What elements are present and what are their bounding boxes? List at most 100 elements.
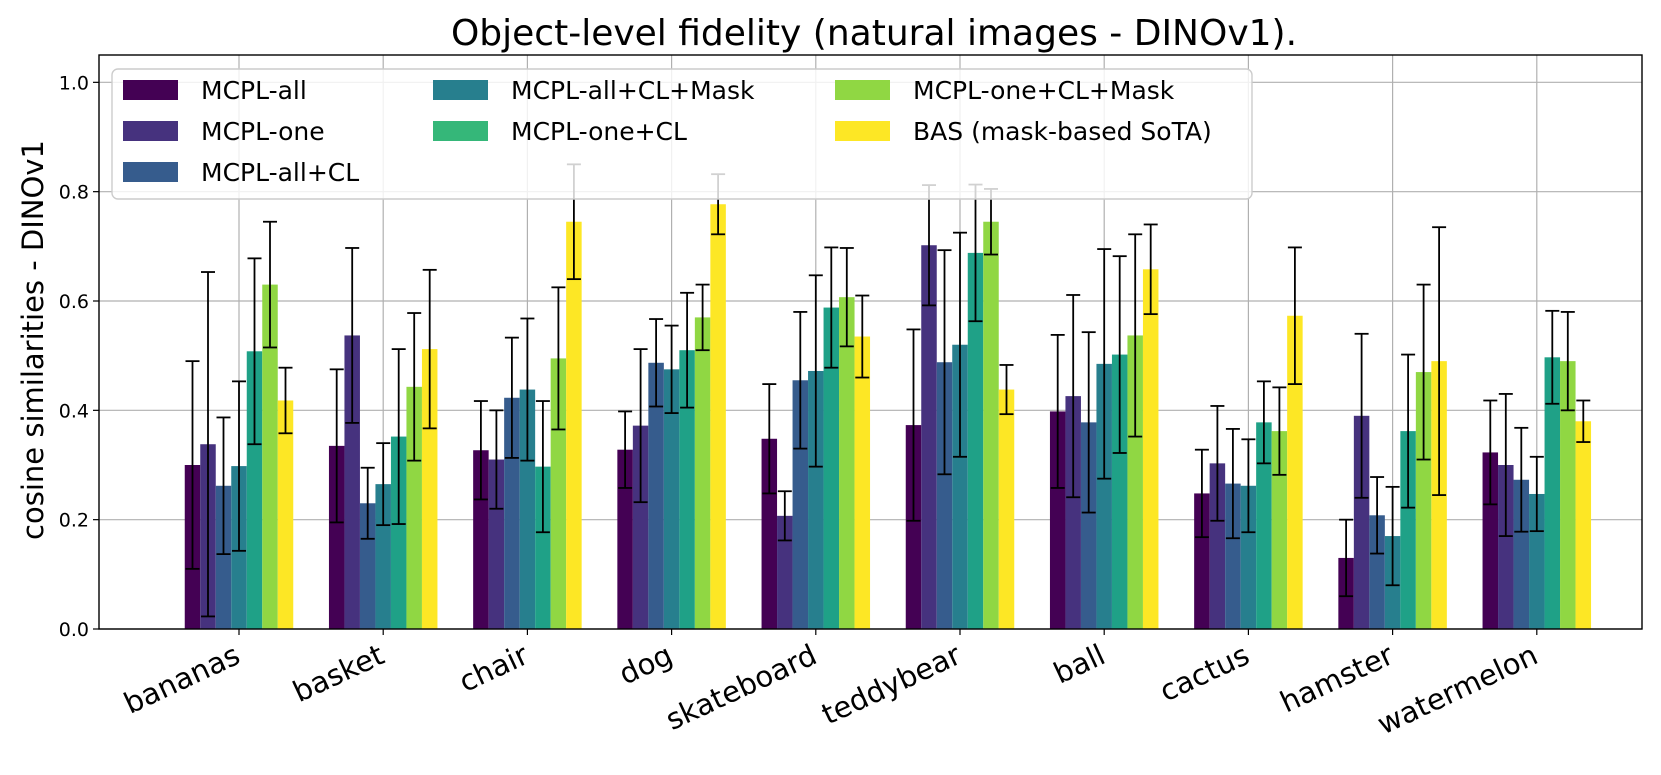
bar — [1127, 335, 1143, 629]
legend-label: MCPL-one — [201, 117, 325, 146]
legend-box — [111, 68, 1253, 200]
legend-label: MCPL-all+CL — [201, 158, 359, 187]
bar — [1400, 431, 1416, 629]
bar — [1369, 515, 1385, 629]
bar — [839, 297, 855, 629]
bar — [679, 350, 695, 629]
bar — [488, 459, 505, 629]
bar — [1575, 421, 1592, 629]
bar — [1498, 465, 1514, 629]
y-tick-label: 0.8 — [59, 182, 89, 204]
bar — [952, 344, 968, 629]
legend-swatch — [123, 121, 178, 141]
legend-label: MCPL-all — [201, 76, 307, 105]
bar — [390, 436, 407, 629]
bar — [359, 503, 376, 629]
bar — [406, 386, 422, 629]
y-tick-label: 0.6 — [59, 291, 89, 313]
bar — [1415, 372, 1432, 629]
bar — [550, 358, 567, 629]
bar — [421, 349, 438, 629]
bars-layer — [184, 204, 1592, 630]
legend-label: MCPL-one+CL — [511, 117, 687, 146]
bar — [663, 369, 680, 629]
bar — [1080, 422, 1097, 629]
y-tick-label: 0.0 — [59, 619, 89, 641]
bar — [375, 484, 391, 629]
legend-swatch — [123, 162, 178, 182]
bar — [535, 466, 551, 629]
bar — [1353, 415, 1370, 629]
bar — [1271, 431, 1288, 629]
bar — [1111, 354, 1128, 629]
bar — [921, 245, 937, 630]
legend-swatch — [433, 80, 488, 100]
legend: MCPL-all MCPL-one MCPL-all+CL MCPL-all+CL+M… — [111, 68, 1253, 200]
bar — [632, 425, 649, 629]
bar — [566, 221, 582, 629]
error-bars-layer — [185, 163, 1591, 618]
bar — [1287, 315, 1303, 629]
bar — [1560, 361, 1576, 629]
bar — [983, 221, 999, 629]
bar — [519, 389, 536, 629]
plot-frame — [98, 54, 1643, 630]
bar — [328, 445, 345, 629]
x-tick-label: dog — [614, 638, 678, 692]
x-tick-label: skateboard — [660, 638, 821, 737]
y-axis-label: cosine similarities - DINOv1 — [16, 140, 50, 540]
bar — [1225, 483, 1241, 629]
bar — [1544, 357, 1561, 629]
bar — [777, 515, 793, 629]
bar — [262, 284, 278, 629]
bar — [854, 336, 871, 629]
legend-label: MCPL-one+CL+Mask — [913, 76, 1175, 105]
x-tick-label: basket — [288, 638, 390, 709]
legend-swatch — [123, 80, 178, 100]
x-tick-label: teddybear — [816, 637, 966, 731]
y-tick-label: 0.2 — [59, 510, 89, 532]
bar — [808, 370, 824, 629]
y-tick-label: 0.4 — [59, 400, 89, 422]
bar — [1240, 485, 1257, 629]
x-tick-label: bananas — [119, 638, 245, 721]
bar — [1256, 422, 1272, 629]
legend-label: MCPL-all+CL+Mask — [511, 76, 755, 105]
bar — [617, 449, 633, 629]
chart-title: Object-level fidelity (natural images - … — [451, 13, 1297, 54]
bar — [761, 438, 778, 629]
bar — [246, 351, 263, 629]
legend-swatch — [433, 121, 488, 141]
bar — [1482, 452, 1499, 629]
x-tick-label: cactus — [1154, 638, 1254, 709]
bar — [710, 204, 726, 630]
x-tick-label: chair — [454, 637, 534, 698]
bar — [473, 450, 489, 629]
bar — [1194, 493, 1210, 629]
bar — [792, 380, 809, 629]
legend-swatch — [835, 121, 890, 141]
bar — [1065, 396, 1081, 629]
bar — [905, 425, 922, 629]
bar — [648, 362, 664, 629]
bar — [215, 485, 232, 629]
legend-label: BAS (mask-based SoTA) — [913, 117, 1212, 146]
bar — [823, 307, 840, 629]
bar — [1513, 479, 1530, 629]
y-tick-label: 1.0 — [59, 72, 89, 94]
bar — [1142, 269, 1159, 629]
bar — [998, 389, 1015, 629]
bar — [1096, 363, 1112, 629]
bar — [277, 400, 294, 629]
bar — [694, 317, 711, 629]
bar — [344, 335, 360, 629]
bar — [504, 397, 520, 629]
bar — [1049, 411, 1066, 629]
bar — [1529, 493, 1545, 629]
bar — [1209, 463, 1226, 629]
x-tick-label: ball — [1048, 638, 1110, 691]
bar — [967, 252, 984, 630]
bar — [936, 362, 953, 629]
